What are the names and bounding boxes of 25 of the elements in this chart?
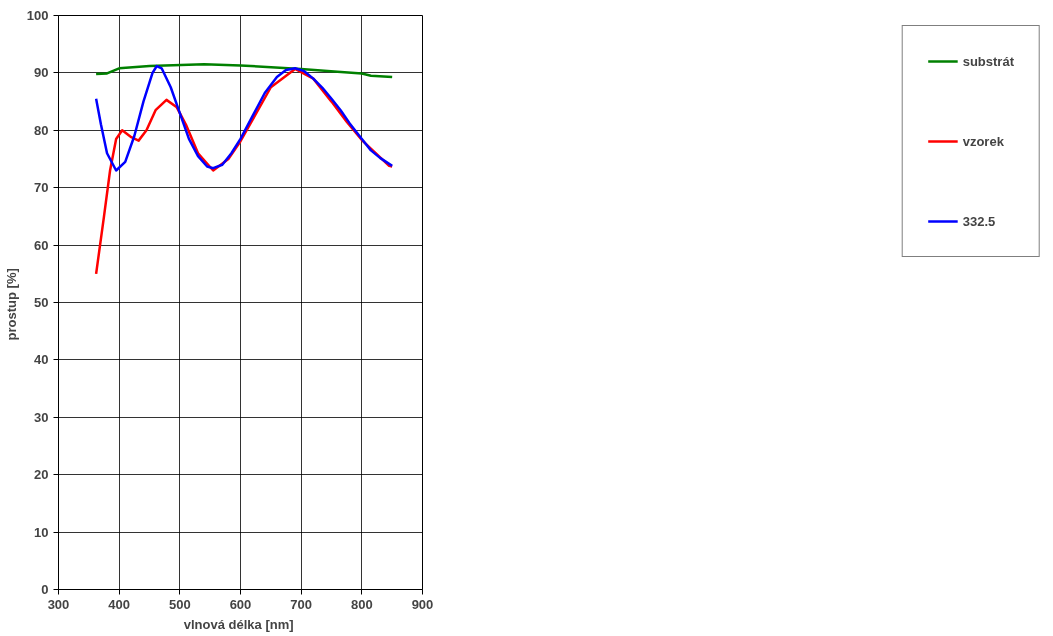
y-tick-label: 80	[34, 122, 49, 138]
y-axis-title: prostup [%]	[3, 268, 19, 341]
y-tick-label: 10	[34, 524, 49, 540]
x-tick-label: 400	[108, 596, 131, 612]
y-tick-label: 40	[34, 352, 49, 368]
x-tick-label: 800	[350, 596, 373, 612]
x-tick-label: 700	[290, 596, 313, 612]
y-tick-label: 100	[26, 8, 49, 23]
y-tick-label: 60	[34, 237, 49, 253]
legend-label: vzorek	[962, 133, 1004, 149]
line-series	[94, 64, 394, 172]
y-tick-label: 20	[34, 467, 49, 483]
line-series	[94, 63, 394, 79]
y-tick-label: 90	[34, 65, 49, 81]
x-axis-title: vlnová délka [nm]	[183, 616, 294, 632]
legend-label: 332.5	[962, 213, 996, 229]
x-tick-label: 600	[229, 596, 252, 612]
y-tick-label: 0	[41, 582, 49, 597]
x-tick-label: 300	[47, 596, 70, 612]
x-tick-label: 900	[411, 596, 434, 612]
legend-label: substrát	[962, 53, 1014, 69]
y-tick-label: 30	[34, 409, 49, 425]
y-tick-label: 70	[34, 180, 49, 196]
y-tick-label: 50	[34, 295, 49, 310]
x-tick-label: 500	[168, 596, 191, 612]
